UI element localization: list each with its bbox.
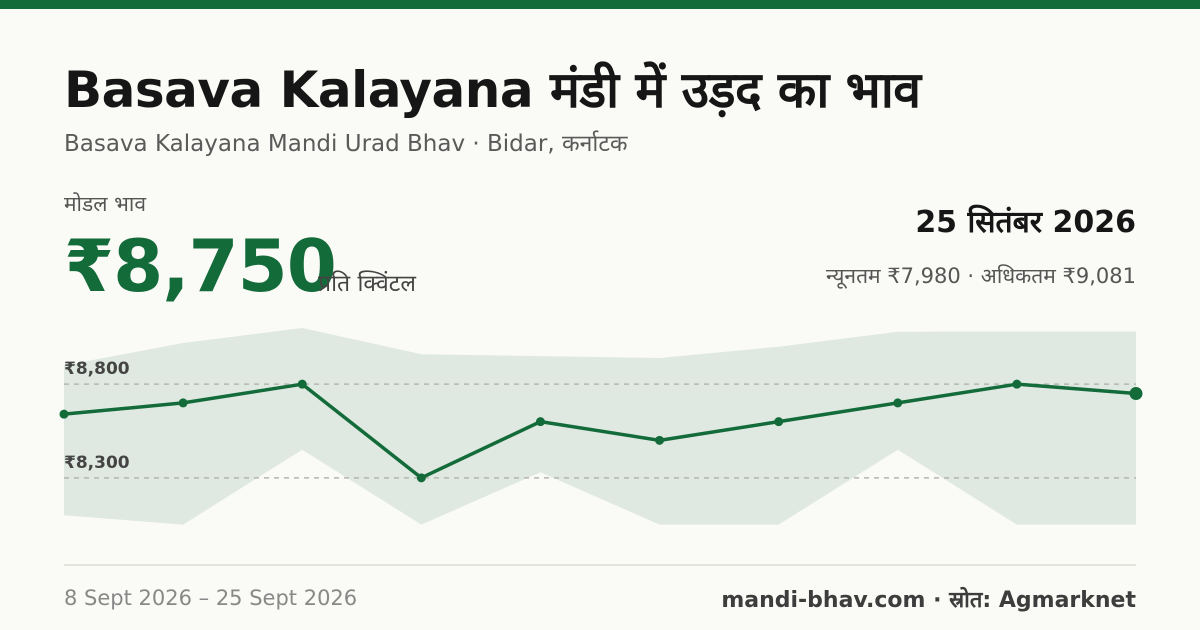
page-subtitle: Basava Kalayana Mandi Urad Bhav · Bidar,… [64, 131, 628, 157]
price-point [297, 379, 307, 389]
price-date: 25 सितंबर 2026 [915, 205, 1136, 240]
price-line [62, 382, 1138, 480]
price-point [893, 398, 903, 408]
price-point [774, 417, 784, 427]
price-point [416, 473, 426, 483]
model-price-label: मोडल भाव [64, 192, 147, 216]
price-point [59, 409, 69, 419]
model-price: ₹8,750 [64, 224, 337, 308]
footer-divider [64, 564, 1136, 566]
price-point [655, 435, 665, 445]
top-accent-bar [0, 0, 1200, 9]
min-max-price: न्यूनतम ₹7,980 · अधिकतम ₹9,081 [826, 264, 1136, 288]
page-title: Basava Kalayana मंडी में उड़द का भाव [64, 61, 921, 119]
price-point [535, 417, 545, 427]
y-tick-label: ₹8,800 [64, 359, 130, 379]
price-point [178, 398, 188, 408]
y-tick-label: ₹8,300 [64, 453, 130, 473]
source-credit: mandi-bhav.com · स्रोत: Agmarknet [721, 588, 1136, 613]
latest-price-point [1129, 387, 1143, 401]
price-range-band [64, 328, 1136, 525]
date-range: 8 Sept 2026 – 25 Sept 2026 [64, 586, 358, 610]
price-unit: प्रति क्विंटल [318, 271, 416, 297]
price-point [1012, 379, 1022, 389]
